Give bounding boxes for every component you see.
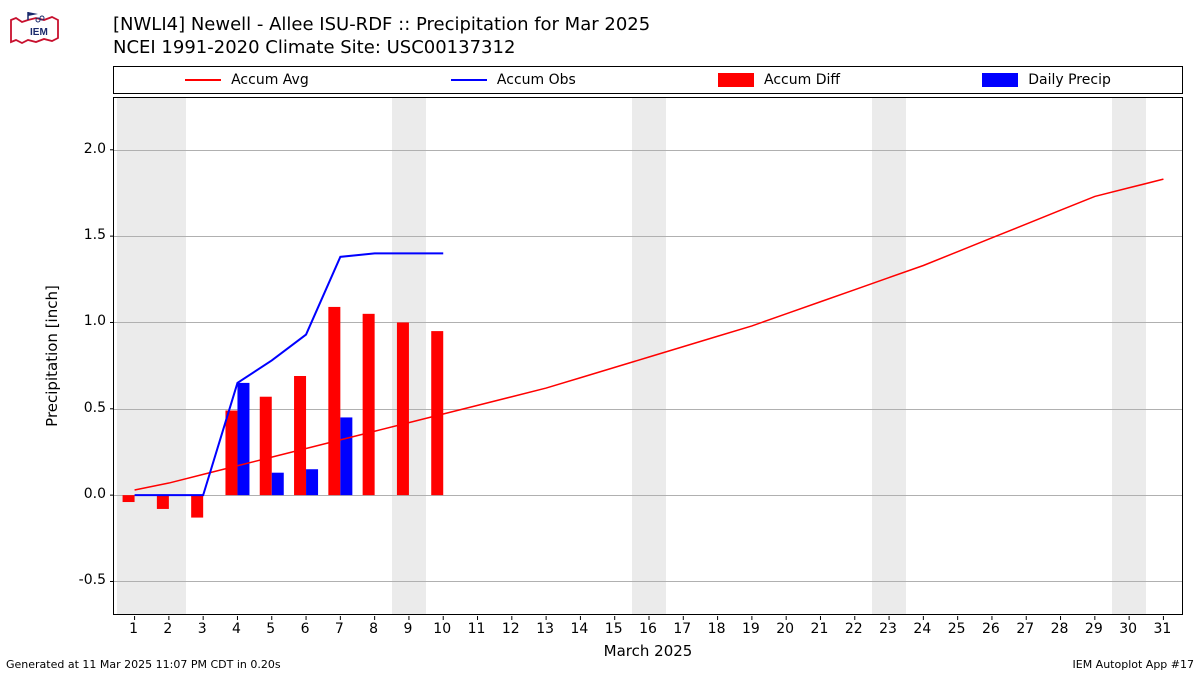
ytick-label: 0.5 [84,400,106,416]
xtick-label: 26 [982,621,1000,637]
xtick-label: 13 [536,621,554,637]
footer-app: IEM Autoplot App #17 [1073,658,1195,671]
legend-label: Accum Diff [764,72,840,88]
bar-accum-diff [123,495,135,502]
xtick-label: 25 [948,621,966,637]
xtick-label: 30 [1119,621,1137,637]
xtick-label: 29 [1085,621,1103,637]
legend-item-daily-precip: Daily Precip [982,72,1111,88]
legend-item-accum-obs: Accum Obs [451,72,576,88]
bar-accum-diff [225,411,237,496]
ytick-label: 1.0 [84,313,106,329]
legend: Accum Avg Accum Obs Accum Diff Daily Pre… [113,66,1183,94]
line-accum-avg [135,179,1164,490]
svg-text:IEM: IEM [30,27,48,38]
xtick-label: 28 [1051,621,1069,637]
legend-item-accum-avg: Accum Avg [185,72,309,88]
footer-generated: Generated at 11 Mar 2025 11:07 PM CDT in… [6,658,281,671]
bar-daily-precip [272,473,284,495]
y-axis-label: Precipitation [inch] [43,285,61,427]
xtick-label: 7 [335,621,344,637]
bar-daily-precip [340,417,352,495]
chart-title-line1: [NWLI4] Newell - Allee ISU-RDF :: Precip… [113,14,650,37]
bar-daily-precip [237,383,249,495]
xtick-label: 4 [232,621,241,637]
ytick-label: -0.5 [79,572,106,588]
legend-item-accum-diff: Accum Diff [718,72,840,88]
xtick-label: 11 [468,621,486,637]
xtick-label: 24 [913,621,931,637]
plot-area [113,97,1183,615]
legend-swatch-patch [982,73,1018,87]
legend-label: Daily Precip [1028,72,1111,88]
chart-title-block: [NWLI4] Newell - Allee ISU-RDF :: Precip… [113,14,650,59]
bar-accum-diff [260,397,272,495]
legend-swatch-patch [718,73,754,87]
bar-accum-diff [431,331,443,495]
bar-accum-diff [191,495,203,517]
chart-svg [114,98,1182,614]
xtick-label: 16 [639,621,657,637]
xtick-label: 22 [845,621,863,637]
xtick-label: 14 [570,621,588,637]
xtick-label: 6 [301,621,310,637]
ytick-label: 1.5 [84,227,106,243]
chart-title-line2: NCEI 1991-2020 Climate Site: USC00137312 [113,37,650,60]
bar-accum-diff [363,314,375,495]
xtick-label: 15 [605,621,623,637]
xtick-label: 8 [369,621,378,637]
legend-label: Accum Avg [231,72,309,88]
bar-daily-precip [306,469,318,495]
iem-logo: IEM [8,8,60,50]
bar-accum-diff [294,376,306,495]
legend-label: Accum Obs [497,72,576,88]
legend-swatch-line [185,79,221,81]
x-axis-label: March 2025 [604,642,693,660]
bar-accum-diff [397,322,409,495]
ytick-label: 0.0 [84,486,106,502]
ytick-label: 2.0 [84,141,106,157]
xtick-label: 31 [1154,621,1172,637]
xtick-label: 19 [742,621,760,637]
xtick-label: 9 [403,621,412,637]
xtick-label: 12 [502,621,520,637]
xtick-label: 10 [433,621,451,637]
xtick-label: 5 [266,621,275,637]
xtick-label: 21 [811,621,829,637]
xtick-label: 27 [1016,621,1034,637]
xtick-label: 20 [776,621,794,637]
bar-accum-diff [157,495,169,509]
xtick-label: 18 [708,621,726,637]
xtick-label: 17 [673,621,691,637]
xtick-label: 23 [879,621,897,637]
xtick-label: 1 [129,621,138,637]
xtick-label: 3 [198,621,207,637]
bar-accum-diff [328,307,340,495]
xtick-label: 2 [163,621,172,637]
legend-swatch-line [451,79,487,81]
